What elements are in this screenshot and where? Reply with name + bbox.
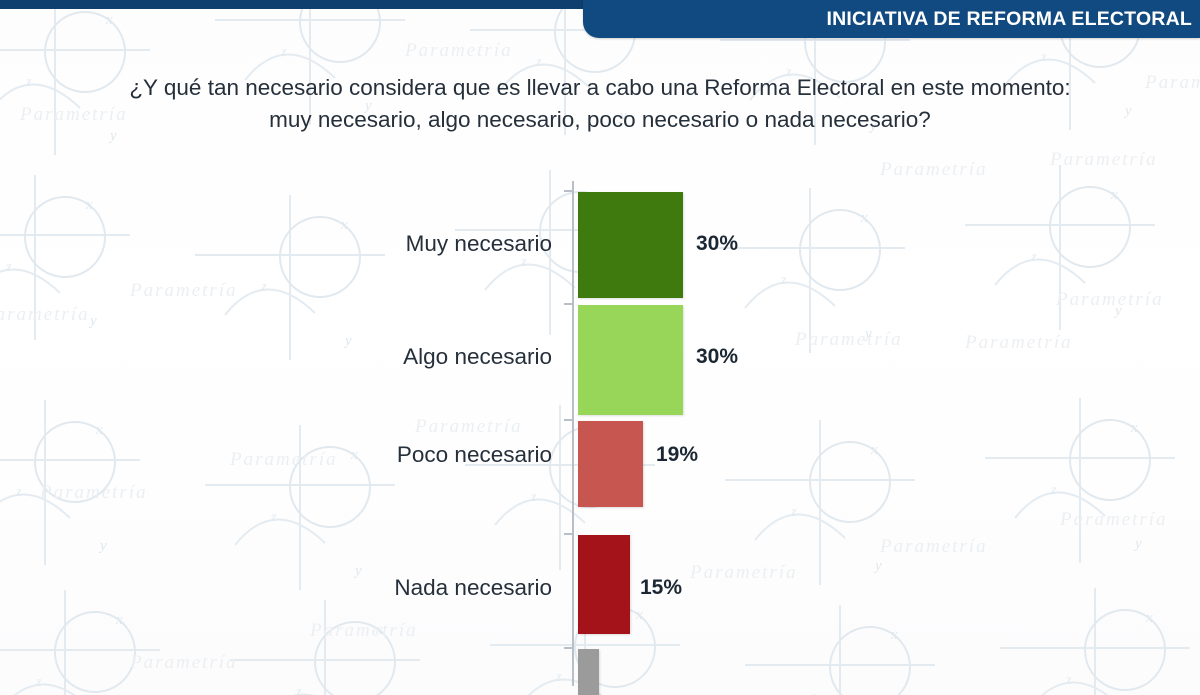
bar-value-label: 19% [656, 443, 699, 466]
bar-category-label: Muy necesario [405, 231, 552, 256]
bar-rectangle [578, 535, 630, 634]
header-banner: INICIATIVA DE REFORMA ELECTORAL [583, 0, 1200, 38]
question-line-2: muy necesario, algo necesario, poco nece… [269, 107, 931, 132]
axis-tick [564, 419, 573, 421]
bar-value-label: 15% [640, 576, 683, 599]
chart-axis-line [572, 181, 574, 686]
bar-rectangle [578, 421, 643, 507]
bar-value-label: 30% [696, 232, 739, 255]
question-line-1: ¿Y qué tan necesario considera que es ll… [129, 75, 1071, 100]
bar-rectangle [578, 649, 599, 695]
bar-category-label: Nada necesario [394, 575, 552, 600]
axis-tick [564, 647, 573, 649]
axis-tick [564, 533, 573, 535]
bar-category-label: Algo necesario [403, 344, 552, 369]
axis-tick [564, 190, 573, 192]
bar-rectangle [578, 192, 683, 298]
bar-chart: Muy necesario 30% Algo necesario 30% Poco ne… [0, 181, 1200, 695]
bar-value-label: 30% [696, 345, 739, 368]
bar-category-label: Poco necesario [396, 442, 552, 467]
header-title: INICIATIVA DE REFORMA ELECTORAL [826, 7, 1192, 30]
question-block: ¿Y qué tan necesario considera que es ll… [0, 72, 1200, 136]
axis-tick [564, 303, 573, 305]
bar-rectangle [578, 305, 683, 415]
